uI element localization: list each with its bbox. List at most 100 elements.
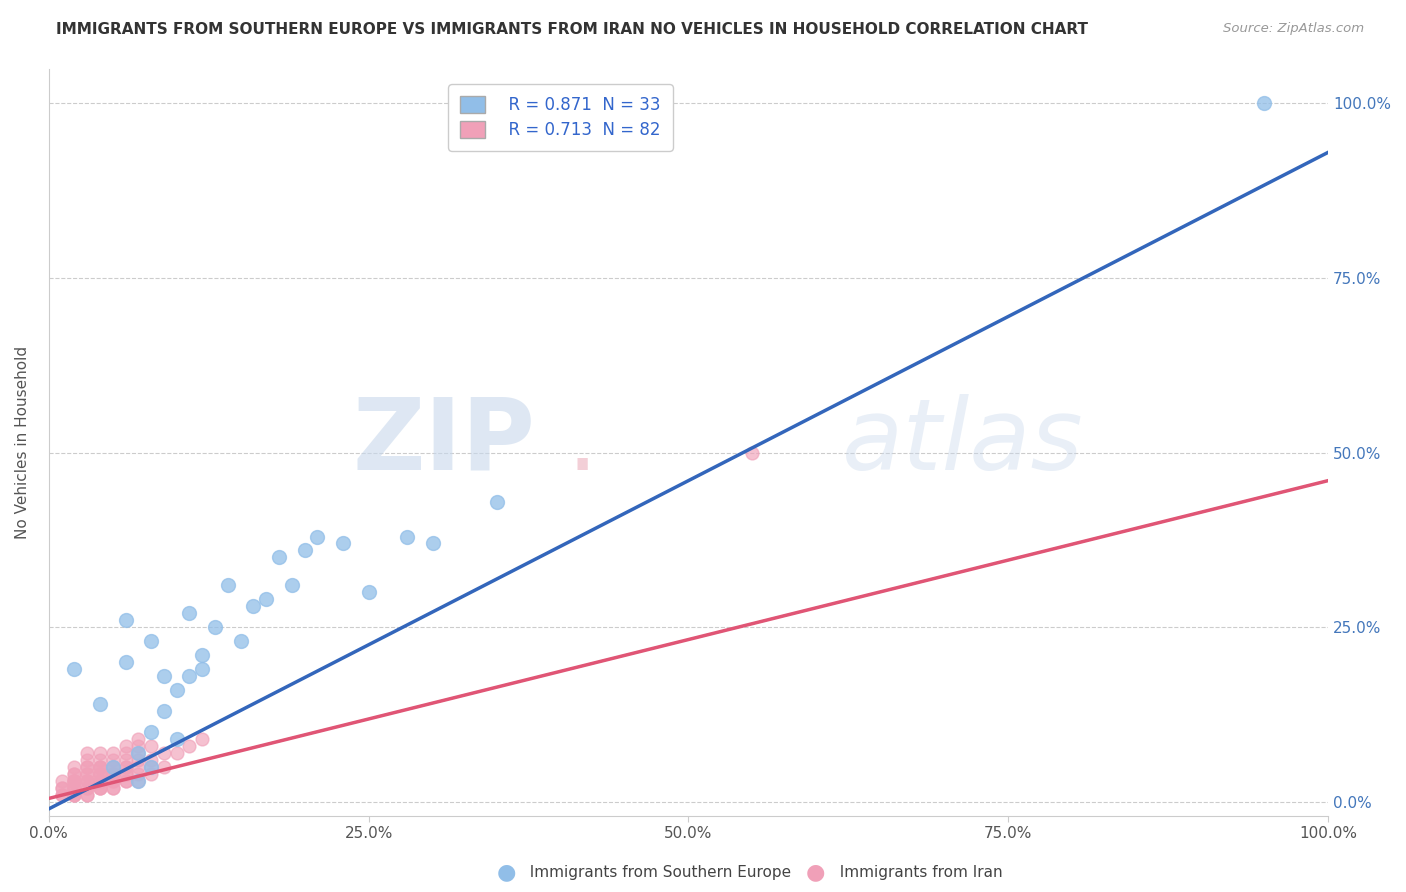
Point xyxy=(127,746,149,760)
Text: IMMIGRANTS FROM SOUTHERN EUROPE VS IMMIGRANTS FROM IRAN NO VEHICLES IN HOUSEHOLD: IMMIGRANTS FROM SOUTHERN EUROPE VS IMMIG… xyxy=(56,22,1088,37)
Point xyxy=(101,780,124,795)
Point xyxy=(76,760,98,774)
Point xyxy=(114,760,136,774)
Point xyxy=(76,767,98,781)
Point xyxy=(204,620,226,634)
Point xyxy=(139,739,162,753)
Text: Immigrants from Iran: Immigrants from Iran xyxy=(830,865,1002,880)
Point xyxy=(114,767,136,781)
Point xyxy=(101,767,124,781)
Point xyxy=(114,767,136,781)
Point xyxy=(101,767,124,781)
Text: Immigrants from Southern Europe: Immigrants from Southern Europe xyxy=(520,865,792,880)
Text: ●: ● xyxy=(806,863,825,882)
Point xyxy=(76,774,98,789)
Point xyxy=(51,788,73,802)
Point xyxy=(101,746,124,760)
Point xyxy=(63,774,86,789)
Point xyxy=(63,788,86,802)
Point xyxy=(191,662,214,676)
Point xyxy=(63,774,86,789)
Point xyxy=(101,760,124,774)
Point xyxy=(127,739,149,753)
Point xyxy=(127,753,149,767)
Point xyxy=(332,536,354,550)
Point xyxy=(307,529,329,543)
Point xyxy=(191,732,214,747)
Point xyxy=(281,578,304,592)
Point xyxy=(76,788,98,802)
Point xyxy=(114,739,136,753)
Point xyxy=(89,697,111,711)
Point xyxy=(63,774,86,789)
Point xyxy=(139,760,162,774)
Point xyxy=(139,753,162,767)
Point xyxy=(89,774,111,789)
Point xyxy=(63,780,86,795)
Point xyxy=(89,767,111,781)
Point xyxy=(101,774,124,789)
Point xyxy=(76,774,98,789)
Point xyxy=(63,780,86,795)
Point xyxy=(153,669,176,683)
Point xyxy=(114,753,136,767)
Point xyxy=(101,753,124,767)
Point xyxy=(179,739,201,753)
Point xyxy=(89,760,111,774)
Point xyxy=(101,760,124,774)
Point xyxy=(179,607,201,621)
Legend:   R = 0.871  N = 33,   R = 0.713  N = 82: R = 0.871 N = 33, R = 0.713 N = 82 xyxy=(449,85,672,151)
Text: ●: ● xyxy=(496,863,516,882)
Point xyxy=(114,774,136,789)
Point xyxy=(63,767,86,781)
Point xyxy=(63,662,86,676)
Text: .: . xyxy=(534,393,599,491)
Point xyxy=(191,648,214,663)
Point xyxy=(89,780,111,795)
Point xyxy=(89,774,111,789)
Point xyxy=(1253,96,1275,111)
Point xyxy=(101,760,124,774)
Point xyxy=(114,760,136,774)
Point xyxy=(485,494,508,508)
Point xyxy=(153,746,176,760)
Point xyxy=(89,774,111,789)
Point xyxy=(89,760,111,774)
Point xyxy=(114,655,136,669)
Point xyxy=(76,774,98,789)
Point xyxy=(127,732,149,747)
Point xyxy=(63,774,86,789)
Point xyxy=(179,669,201,683)
Point xyxy=(395,529,418,543)
Point xyxy=(76,788,98,802)
Point xyxy=(76,780,98,795)
Point xyxy=(76,753,98,767)
Point xyxy=(127,774,149,789)
Point xyxy=(51,774,73,789)
Point xyxy=(139,760,162,774)
Point xyxy=(153,760,176,774)
Point xyxy=(76,767,98,781)
Point xyxy=(166,732,188,747)
Y-axis label: No Vehicles in Household: No Vehicles in Household xyxy=(15,345,30,539)
Point xyxy=(51,788,73,802)
Point xyxy=(139,767,162,781)
Point xyxy=(114,613,136,627)
Point xyxy=(294,543,316,558)
Text: ZIP: ZIP xyxy=(352,393,534,491)
Point xyxy=(51,780,73,795)
Point xyxy=(166,746,188,760)
Point xyxy=(63,780,86,795)
Point xyxy=(89,767,111,781)
Point xyxy=(76,760,98,774)
Point xyxy=(153,704,176,718)
Point xyxy=(89,753,111,767)
Point xyxy=(741,445,763,459)
Text: atlas: atlas xyxy=(842,393,1084,491)
Point xyxy=(127,760,149,774)
Point xyxy=(242,599,264,614)
Point xyxy=(89,767,111,781)
Point xyxy=(89,746,111,760)
Point xyxy=(127,774,149,789)
Point xyxy=(101,780,124,795)
